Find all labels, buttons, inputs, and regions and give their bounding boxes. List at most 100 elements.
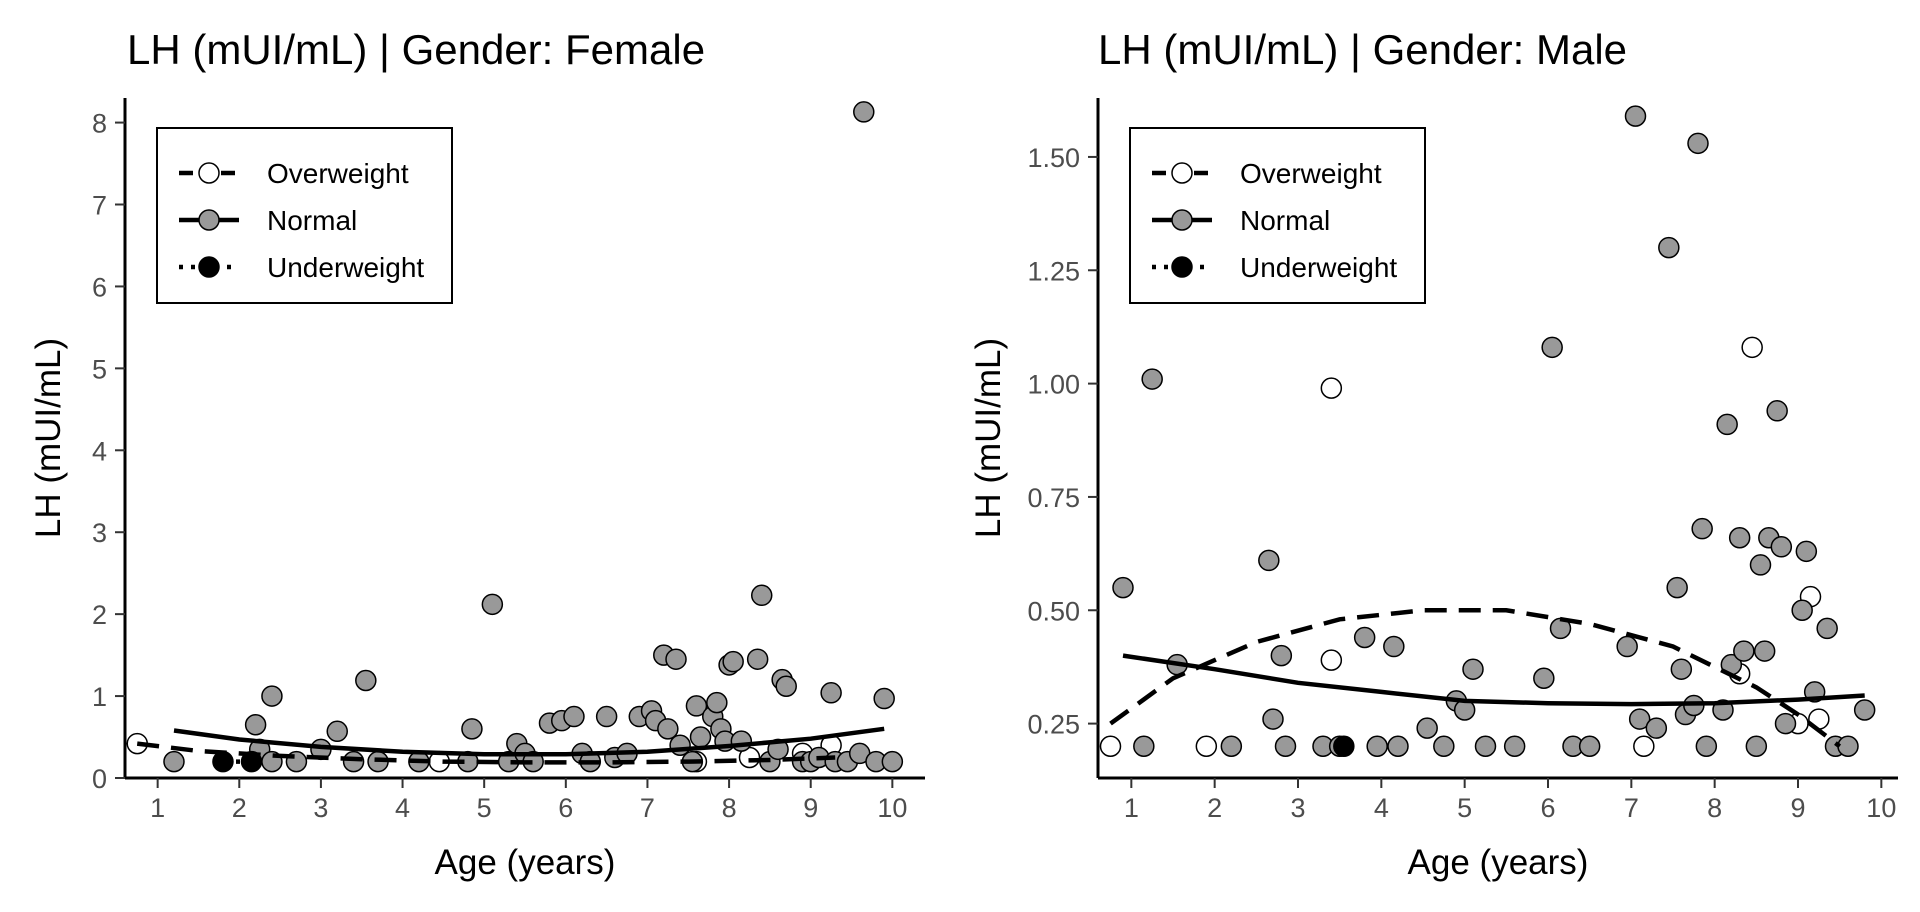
y-axis-label: LH (mUI/mL): [969, 338, 1008, 538]
data-point-normal: [746, 648, 769, 670]
data-point-normal: [1416, 717, 1438, 739]
data-point-normal: [1578, 735, 1601, 758]
data-point-normal: [1366, 735, 1388, 758]
x-tick-label: 5: [477, 793, 492, 823]
data-point-normal: [1533, 667, 1555, 690]
data-point-normal: [1770, 536, 1793, 558]
data-point-underweight: [1333, 735, 1355, 758]
y-tick-label: 4: [92, 436, 107, 466]
series-underweight-points: [1333, 735, 1355, 758]
data-point-normal: [1541, 336, 1563, 359]
x-tick-label: 9: [803, 793, 818, 823]
x-tick-label: 1: [150, 793, 165, 823]
data-point-normal: [1728, 526, 1751, 549]
data-point-normal: [1112, 576, 1134, 599]
legend: Overweight Normal Underweight: [156, 127, 453, 304]
x-tick-label: 5: [1457, 793, 1472, 823]
data-point-normal: [1258, 549, 1280, 572]
data-point-normal: [1270, 644, 1293, 667]
y-tick-label: 1.25: [1027, 256, 1080, 286]
panel-male: LH (mUI/mL) | Gender: Male 1 2 3 4 5 6 7 8 9 10 0.2…: [969, 26, 1898, 882]
y-tick-label: 1.50: [1027, 143, 1080, 173]
data-point-normal: [1383, 635, 1405, 658]
x-tick-label: 4: [1374, 793, 1389, 823]
data-point-normal: [261, 685, 283, 707]
data-point-normal: [1274, 735, 1297, 758]
x-tick-label: 4: [395, 793, 410, 823]
trend-line-overweight: [1109, 608, 1842, 749]
x-tick-label: 6: [558, 793, 573, 823]
data-point-normal: [1616, 635, 1638, 658]
trend-line-overweight: [136, 741, 836, 765]
data-point-overweight: [1320, 377, 1343, 399]
y-tick-label: 0: [92, 764, 107, 794]
x-tick-label: 1: [1124, 793, 1139, 823]
data-point-normal: [163, 750, 185, 773]
data-point-normal: [1628, 708, 1651, 730]
data-point-normal: [1753, 640, 1776, 662]
chart-title: LH (mUI/mL) | Gender: Male: [1098, 26, 1627, 73]
data-point-normal: [244, 713, 267, 736]
data-point-normal: [461, 718, 483, 740]
x-tick-label: 2: [232, 793, 247, 823]
y-tick-label: 5: [92, 354, 107, 384]
data-point-normal: [1433, 735, 1455, 758]
data-point-normal: [775, 675, 797, 697]
y-tick-label: 0.25: [1027, 710, 1080, 740]
data-point-normal: [730, 730, 753, 752]
data-point-normal: [1791, 599, 1813, 622]
data-point-overweight: [1320, 649, 1343, 671]
series-overweight-points: [1099, 336, 1830, 758]
legend-key-marker: [1171, 162, 1193, 184]
data-point-normal: [1262, 708, 1284, 730]
trend-line-normal: [1122, 653, 1865, 707]
x-tick-label: 2: [1207, 793, 1222, 823]
data-point-normal: [1133, 735, 1155, 758]
y-axis-label: LH (mUI/mL): [29, 338, 68, 538]
legend-label-underweight: Underweight: [1240, 252, 1397, 283]
legend-key-marker: [198, 256, 220, 278]
legend-label-normal: Normal: [267, 205, 357, 236]
data-point-normal: [1766, 400, 1788, 422]
data-point-normal: [1141, 368, 1163, 390]
data-point-normal: [1645, 717, 1668, 739]
legend: Overweight Normal Underweight: [1129, 127, 1426, 304]
data-point-normal: [1658, 236, 1680, 259]
data-point-normal: [1503, 735, 1526, 758]
data-point-normal: [1387, 735, 1409, 758]
data-point-normal: [1745, 735, 1768, 758]
data-point-normal: [1716, 413, 1738, 436]
x-tick-label: 3: [1290, 793, 1305, 823]
data-point-normal: [563, 705, 585, 728]
data-point-normal: [326, 720, 348, 743]
data-point-overweight: [1099, 735, 1122, 758]
x-tick-label: 7: [640, 793, 655, 823]
data-point-normal: [657, 718, 679, 740]
y-tick-label: 1: [92, 682, 107, 712]
data-point-normal: [481, 593, 504, 616]
data-point-overweight: [1195, 735, 1218, 758]
data-point-normal: [881, 750, 904, 773]
x-tick-label: 10: [1866, 793, 1896, 823]
x-tick-label: 7: [1624, 793, 1639, 823]
data-point-normal: [595, 705, 618, 728]
data-point-normal: [706, 691, 728, 714]
data-point-overweight: [1633, 735, 1655, 758]
legend-key-marker: [1171, 209, 1193, 231]
legend-key-marker: [198, 209, 220, 231]
data-point-normal: [1220, 735, 1243, 758]
data-point-overweight: [1741, 336, 1763, 359]
legend-label-overweight: Overweight: [267, 158, 409, 189]
y-tick-label: 2: [92, 600, 107, 630]
legend-label-overweight: Overweight: [1240, 158, 1382, 189]
data-point-normal: [355, 669, 377, 692]
data-point-normal: [722, 650, 744, 673]
legend-label-underweight: Underweight: [267, 252, 424, 283]
data-point-normal: [689, 726, 712, 748]
y-tick-label: 6: [92, 272, 107, 302]
x-tick-label: 9: [1790, 793, 1805, 823]
data-point-normal: [685, 695, 708, 717]
legend-label-normal: Normal: [1240, 205, 1330, 236]
x-tick-label: 8: [722, 793, 737, 823]
